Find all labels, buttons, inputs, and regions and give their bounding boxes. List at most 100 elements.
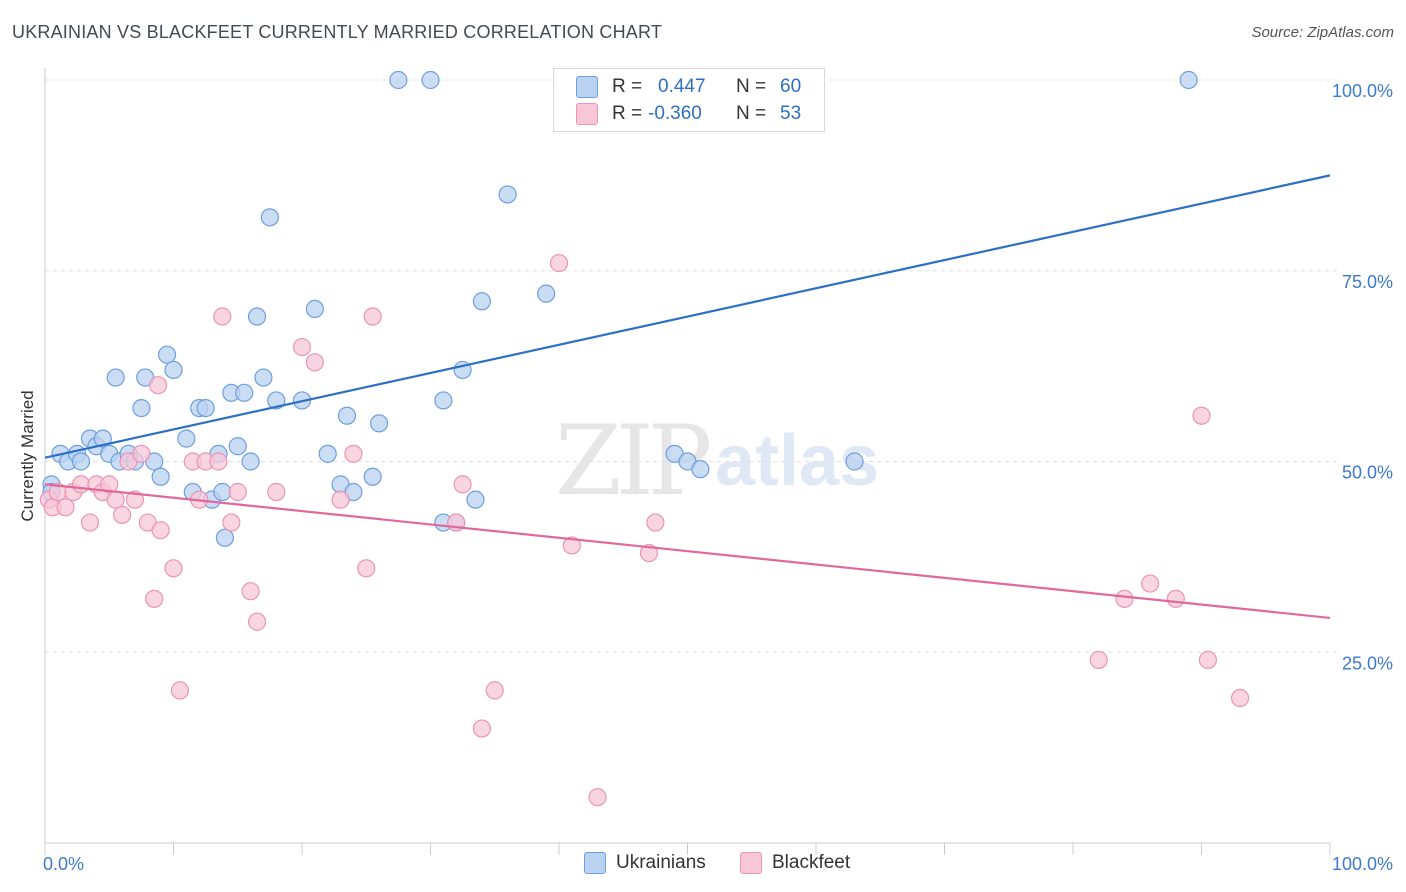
legend-swatch-ukrainians <box>576 76 598 98</box>
ukrainian-point <box>228 437 247 456</box>
blackfeet-point <box>292 337 312 357</box>
legend-label-ukrainians: Ukrainians <box>616 852 706 873</box>
y-tick-label: 75.0% <box>1342 272 1393 292</box>
ukrainian-point <box>498 185 517 204</box>
blackfeet-point <box>213 307 232 326</box>
blackfeet-point <box>562 536 581 555</box>
blackfeet-point <box>472 719 491 738</box>
y-tick-label: 25.0% <box>1342 653 1393 673</box>
ukrainian-point <box>337 406 357 425</box>
legend-row-ukrainians: R = 0.447 N = 60 <box>576 75 801 99</box>
ukrainian-point <box>472 292 491 311</box>
ukrainian-point <box>537 284 556 303</box>
legend-r-value: 0.447 <box>658 76 706 97</box>
blackfeet-point <box>71 475 91 494</box>
blackfeet-point <box>363 307 382 326</box>
blackfeet-point <box>209 452 228 471</box>
blackfeet-point <box>1140 574 1160 593</box>
blackfeet-point <box>106 490 125 509</box>
legend-n-label: N = <box>736 76 767 97</box>
ukrainian-point <box>421 70 440 90</box>
ukrainian-point <box>177 429 196 448</box>
blackfeet-point <box>1198 650 1218 669</box>
ukrainian-point <box>466 490 485 509</box>
ukrainian-point <box>157 345 177 364</box>
x-tick-label: 0.0% <box>43 854 84 874</box>
blackfeet-point <box>222 513 241 532</box>
blackfeet-point <box>1166 589 1185 608</box>
ukrainian-point <box>247 307 267 326</box>
blackfeet-point <box>549 254 569 273</box>
ukrainian-point <box>241 452 260 471</box>
blackfeet-point <box>1089 650 1108 669</box>
blackfeet-point <box>100 475 119 494</box>
blackfeet-point <box>639 543 659 563</box>
y-tick-label: 50.0% <box>1342 463 1393 483</box>
ukrainian-point <box>132 398 151 418</box>
ukrainian-point <box>215 528 234 547</box>
blackfeet-point <box>151 521 170 540</box>
ukrainian-point <box>1179 70 1198 90</box>
blackfeet-point <box>305 353 324 372</box>
ukrainian-point <box>845 452 864 471</box>
ukrainian-point <box>213 482 232 502</box>
legend-item-ukrainians[interactable]: Ukrainians <box>584 852 706 874</box>
blackfeet-point <box>247 612 267 631</box>
blackfeet-point <box>331 490 350 509</box>
x-tick-label: 100.0% <box>1332 854 1393 874</box>
correlation-legend: R = 0.447 N = 60 R = -0.360 N = 53 <box>553 68 825 132</box>
ukrainian-point <box>318 444 337 463</box>
blackfeet-point <box>241 582 260 601</box>
ukrainian-point <box>254 368 273 387</box>
ukrainian-trend-line <box>44 174 1331 459</box>
y-tick-label: 100.0% <box>1332 81 1393 101</box>
blackfeet-point <box>148 376 168 395</box>
ukrainian-point <box>93 429 112 448</box>
blackfeet-point <box>170 681 190 700</box>
legend-swatch-blackfeet <box>576 103 598 125</box>
ukrainian-point <box>71 452 91 471</box>
legend-n-label: N = <box>736 103 767 124</box>
blackfeet-point <box>588 788 607 807</box>
ukrainian-point <box>164 360 183 380</box>
legend-n-value: 53 <box>780 103 802 124</box>
legend-swatch-ukrainians <box>584 852 606 874</box>
ukrainian-point <box>260 208 279 227</box>
legend-r-label: R = <box>612 103 643 124</box>
legend-swatch-blackfeet <box>740 852 762 874</box>
blackfeet-point <box>228 482 247 502</box>
legend-n-value: 60 <box>780 76 802 97</box>
blackfeet-point <box>1115 589 1134 608</box>
blackfeet-point <box>453 475 472 494</box>
ukrainian-point <box>151 467 170 486</box>
blackfeet-point <box>132 444 151 463</box>
blackfeet-point <box>357 559 376 578</box>
blackfeet-point <box>145 589 164 608</box>
ukrainian-point <box>363 467 382 486</box>
blackfeet-point <box>485 681 504 700</box>
legend-r-label: R = <box>612 76 643 97</box>
blackfeet-point <box>1230 688 1250 708</box>
blackfeet-point <box>1192 406 1211 425</box>
blackfeet-trend-line <box>44 483 1331 620</box>
ukrainian-point <box>305 299 324 318</box>
blackfeet-point <box>80 513 100 532</box>
legend-item-blackfeet[interactable]: Blackfeet <box>740 852 850 874</box>
chart-title: UKRAINIAN VS BLACKFEET CURRENTLY MARRIED… <box>12 22 663 42</box>
ukrainian-point <box>106 368 125 387</box>
legend-label-blackfeet: Blackfeet <box>772 852 851 873</box>
blackfeet-point <box>344 444 363 463</box>
blackfeet-point <box>646 513 665 532</box>
ukrainian-point <box>691 460 710 479</box>
blackfeet-point <box>56 498 75 517</box>
source-label: Source: ZipAtlas.com <box>1251 24 1394 41</box>
legend-r-value: -0.360 <box>648 103 702 124</box>
ukrainian-point <box>389 70 408 90</box>
ukrainian-point <box>196 398 215 418</box>
blackfeet-point <box>125 490 145 509</box>
blackfeet-point <box>164 559 183 578</box>
legend-row-blackfeet: R = -0.360 N = 53 <box>576 102 801 126</box>
ukrainian-point <box>434 391 453 410</box>
ukrainian-point <box>235 383 254 402</box>
